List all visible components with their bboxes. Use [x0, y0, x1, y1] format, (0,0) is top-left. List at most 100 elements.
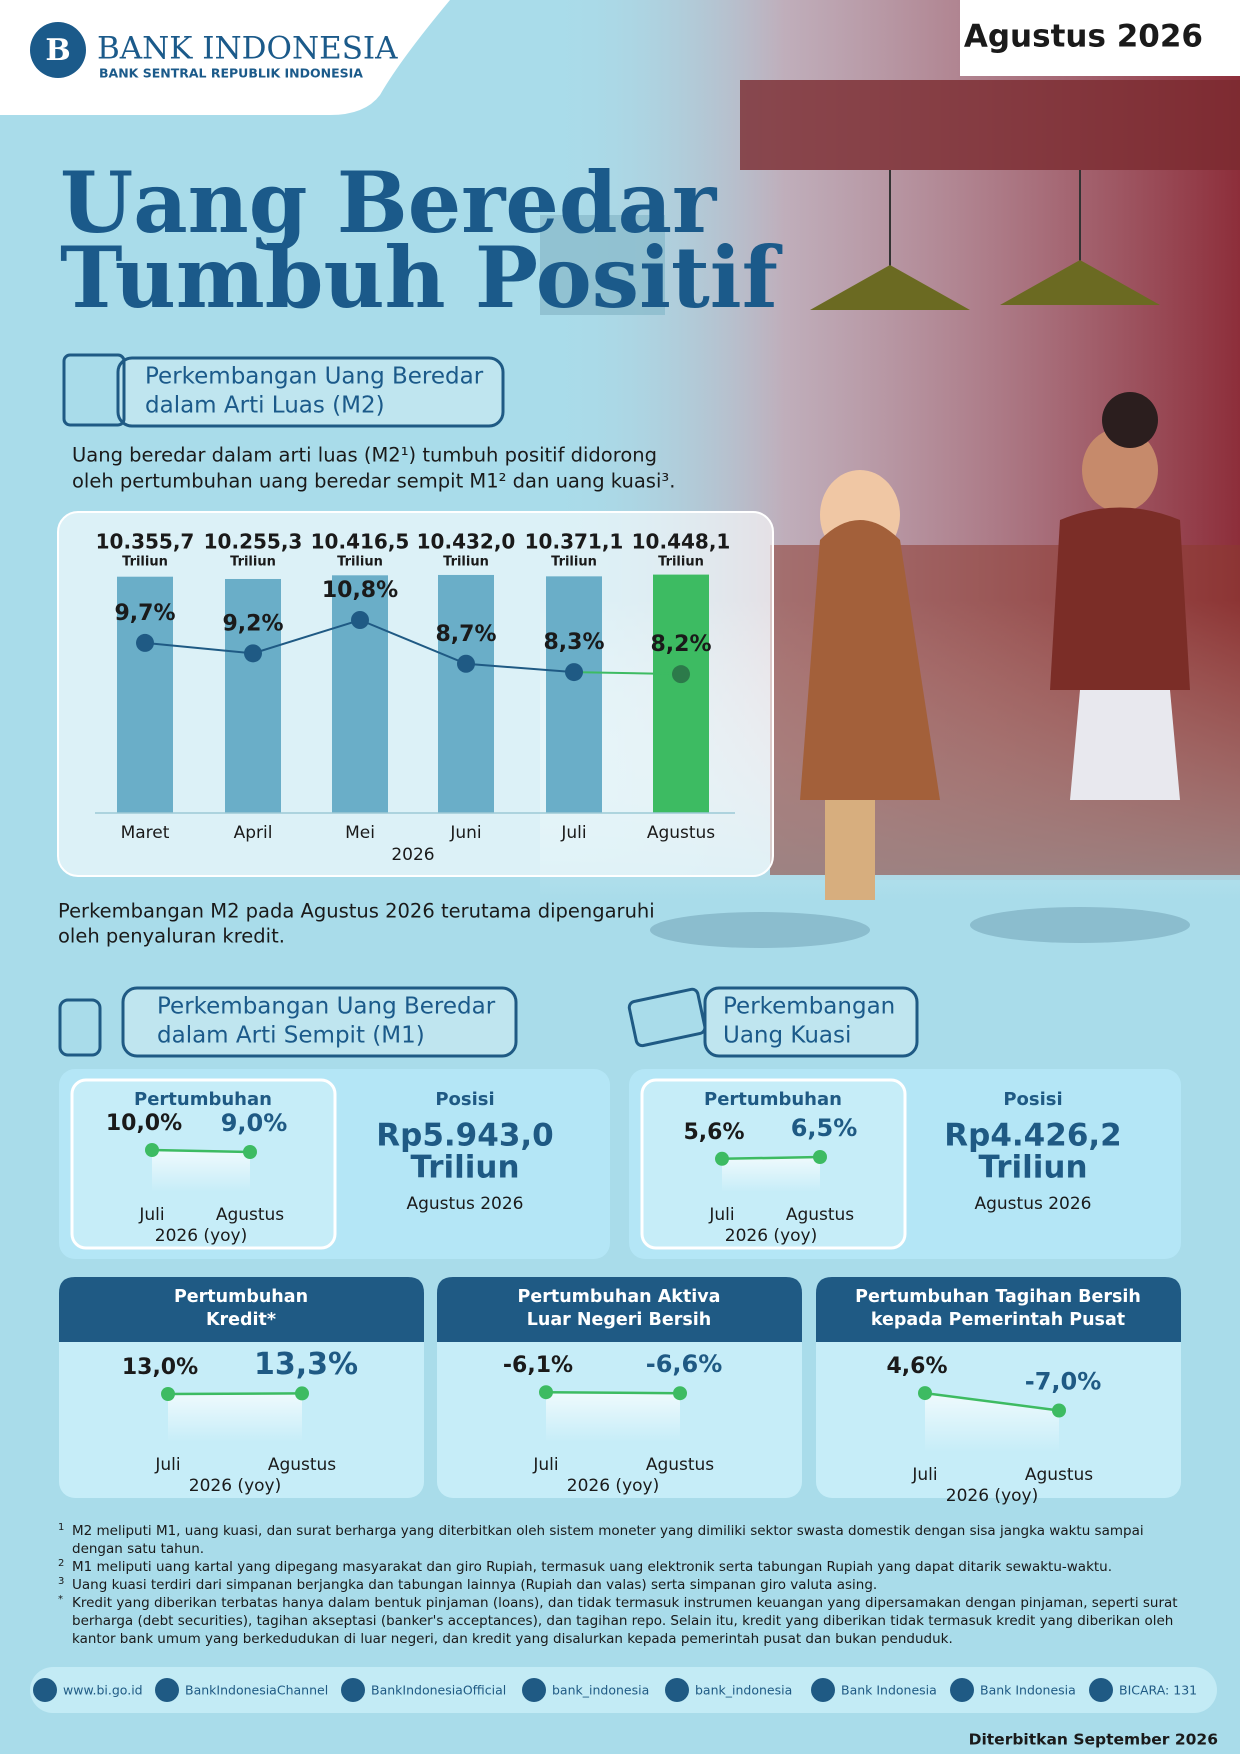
- x-axis-label: 2026 (yoy): [946, 1486, 1038, 1506]
- logo-subtitle: BANK SENTRAL REPUBLIK INDONESIA: [99, 66, 363, 81]
- growth-point: [565, 663, 583, 682]
- point: [145, 1143, 159, 1157]
- value-label: 4,6%: [886, 1354, 947, 1379]
- heading: Perkembangan Uang Beredar: [157, 994, 496, 1020]
- illustration: [540, 0, 1240, 948]
- social-icon: [522, 1678, 546, 1702]
- bar: [546, 576, 602, 813]
- point: [539, 1385, 553, 1400]
- published: Diterbitkan September 2026: [969, 1731, 1218, 1749]
- bar: [117, 576, 173, 813]
- point: [1052, 1403, 1066, 1418]
- line: [151, 1148, 251, 1154]
- position-value: Rp5.943,0: [376, 1118, 553, 1154]
- footnote-text: Kredit yang diberikan terbatas hanya dal…: [72, 1595, 1178, 1647]
- value-label: 10.255,3: [204, 530, 303, 554]
- x-tick-label: Juli: [532, 1455, 558, 1475]
- growth-label: 9,2%: [222, 611, 283, 636]
- footnote: 3 Uang kuasi terdiri dari simpanan berjan…: [58, 1576, 1182, 1594]
- growth-point: [244, 644, 262, 663]
- intro: Uang beredar dalam arti luas (M2¹) tumbu…: [72, 444, 657, 467]
- growth-point: [672, 665, 690, 684]
- footnote: * Kredit yang diberikan terbatas hanya da…: [58, 1594, 1182, 1648]
- x-axis-label: 2026 (yoy): [725, 1226, 817, 1246]
- value-label: -6,6%: [646, 1350, 723, 1378]
- growth-point: [457, 654, 475, 673]
- area: [546, 1392, 680, 1442]
- x-tick-label: Agustus: [647, 823, 715, 843]
- value-label: 6,5%: [791, 1114, 858, 1142]
- social-icon: [811, 1678, 835, 1702]
- footnote-marker: *: [58, 1594, 63, 1605]
- position-date: Agustus 2026: [974, 1194, 1091, 1214]
- position-unit: Triliun: [978, 1150, 1087, 1186]
- x-tick-label: Agustus: [1025, 1465, 1093, 1485]
- unit-label: Triliun: [122, 555, 168, 570]
- heading-box: [116, 356, 505, 428]
- footnote: 1 M2 meliputi M1, uang kuasi, dan surat b…: [58, 1522, 1182, 1558]
- point: [295, 1386, 309, 1401]
- social-icon: [155, 1678, 179, 1702]
- footnote-text: M2 meliputi M1, uang kuasi, dan surat be…: [72, 1523, 1144, 1557]
- value-label: 13,0%: [122, 1355, 198, 1380]
- social-icon: [1089, 1678, 1113, 1702]
- heading-icon: [58, 998, 102, 1057]
- growth-label: 9,7%: [114, 601, 175, 626]
- logo-glyph: B: [45, 33, 70, 68]
- position-title: Posisi: [1003, 1089, 1062, 1110]
- unit-label: Triliun: [230, 555, 276, 570]
- heading-box: [121, 986, 518, 1058]
- value-label: 10.416,5: [311, 530, 410, 554]
- x-axis-label: 2026 (yoy): [567, 1476, 659, 1496]
- footnote-text: Uang kuasi terdiri dari simpanan berjang…: [72, 1577, 878, 1593]
- x-tick-label: April: [234, 823, 273, 843]
- area: [925, 1393, 1059, 1452]
- value-label: 10.448,1: [632, 530, 731, 554]
- intro: oleh pertumbuhan uang beredar sempit M1²…: [72, 470, 675, 493]
- social-icon: [341, 1678, 365, 1702]
- growth-point: [351, 611, 369, 629]
- value-label: 9,0%: [221, 1109, 288, 1137]
- line: [721, 1155, 821, 1161]
- area: [722, 1157, 820, 1192]
- position-title: Posisi: [435, 1089, 494, 1110]
- unit-label: Triliun: [443, 555, 489, 570]
- panel-title: Kredit*: [206, 1310, 276, 1330]
- x-tick-label: Agustus: [646, 1455, 714, 1475]
- note: oleh penyaluran kredit.: [58, 925, 285, 948]
- x-axis-label: 2026 (yoy): [155, 1226, 247, 1246]
- social-icon: [33, 1678, 57, 1702]
- value-label: 10.371,1: [525, 530, 624, 554]
- period-box: [960, 0, 1240, 76]
- value-label: -6,1%: [503, 1353, 573, 1378]
- growth-title: Pertumbuhan: [704, 1089, 842, 1110]
- social-link: BankIndonesiaChannel: [185, 1683, 328, 1698]
- logo-mark: [30, 22, 86, 78]
- footer-bar: [30, 1667, 1217, 1713]
- footnotes: 1 M2 meliputi M1, uang kuasi, dan surat b…: [58, 1522, 1182, 1648]
- social-link: www.bi.go.id: [63, 1683, 143, 1698]
- heading: Perkembangan: [723, 994, 895, 1020]
- social-link: BICARA: 131: [1119, 1683, 1197, 1698]
- position-value: Rp4.426,2: [944, 1118, 1121, 1154]
- title: Tumbuh Positif: [60, 228, 783, 327]
- x-tick-label: Juli: [154, 1455, 180, 1475]
- area: [168, 1393, 302, 1442]
- value-label: 10.432,0: [417, 530, 516, 554]
- point: [918, 1386, 932, 1401]
- value-label: 10,0%: [106, 1111, 182, 1136]
- x-axis-label: 2026: [391, 845, 434, 865]
- panel-title: Luar Negeri Bersih: [527, 1310, 712, 1330]
- x-tick-label: Agustus: [216, 1205, 284, 1225]
- logo-title: BANK INDONESIA: [97, 31, 398, 67]
- bar: [438, 574, 494, 813]
- bar: [225, 578, 281, 813]
- x-tick-label: Agustus: [786, 1205, 854, 1225]
- panel-header: [816, 1277, 1181, 1342]
- value-label: -7,0%: [1025, 1368, 1102, 1396]
- point: [243, 1145, 257, 1159]
- heading: Uang Kuasi: [723, 1023, 851, 1049]
- social-link: bank_indonesia: [552, 1683, 649, 1698]
